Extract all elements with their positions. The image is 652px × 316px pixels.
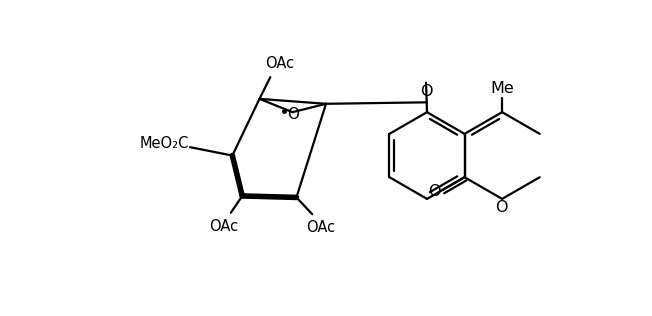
Text: MeO₂C: MeO₂C bbox=[140, 136, 189, 151]
Text: O: O bbox=[288, 107, 299, 122]
Text: OAc: OAc bbox=[209, 219, 238, 234]
Text: O: O bbox=[495, 200, 507, 215]
Text: O: O bbox=[428, 184, 441, 199]
Text: OAc: OAc bbox=[306, 221, 336, 235]
Text: Me: Me bbox=[490, 81, 514, 96]
Text: O: O bbox=[420, 84, 432, 99]
Text: OAc: OAc bbox=[265, 56, 295, 71]
